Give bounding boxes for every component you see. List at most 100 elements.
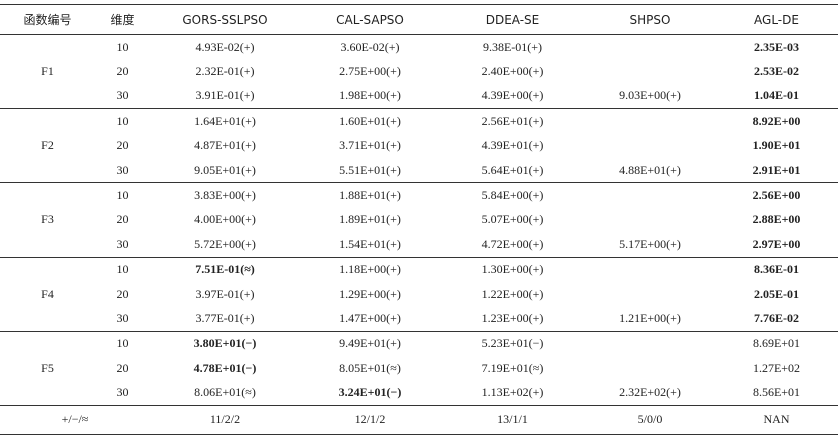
value-cell: 3.91E-01(+) (150, 83, 300, 110)
value-cell: 5.17E+00(+) (585, 232, 715, 258)
dimension-cell: 30 (95, 380, 150, 406)
data-row: F5 10 3.80E+01(−) 9.49E+01(+) 5.23E+01(−) 8.6… (0, 331, 838, 406)
data-row: 30 5.72E+00(+) 1.54E+01(+) 4.72E+00(+) 5.17E… (0, 232, 838, 258)
value-cell: 3.80E+01(−) (193, 336, 257, 351)
header-cell: 维度 (95, 4, 150, 35)
dimension-cell: 10 (116, 262, 129, 277)
value-cell: 2.32E-01(+) (195, 64, 255, 79)
data-row: 30 3.77E-01(+) 1.47E+00(+) 1.23E+00(+) 1.21E… (0, 306, 838, 332)
data-row: 20 4.87E+01(+) 3.71E+01(+) 4.39E+01(+) 1.90E… (0, 134, 838, 158)
value-cell: 4.72E+00(+) (440, 232, 585, 258)
dimension-cell: 20 (116, 286, 129, 301)
value-cell: 4.39E+00(+) (440, 83, 585, 110)
results-table: 函数编号 维度 GORS-SSLPSO CAL-SAPSO DDEA-SE SHPSO AG… (0, 4, 838, 435)
value-cell: 3.77E-01(+) (150, 306, 300, 332)
value-cell (585, 208, 715, 232)
value-cell: 1.88E+01(+) (339, 188, 401, 203)
value-cell: 2.88E+00 (752, 212, 801, 227)
value-cell (585, 134, 715, 158)
dimension-cell: 30 (95, 232, 150, 258)
function-cell: F5 (0, 331, 95, 406)
value-cell: 1.13E+02(+) (440, 380, 585, 406)
value-cell: 5.07E+00(+) (481, 212, 544, 227)
value-cell: 4.87E+01(+) (194, 138, 256, 153)
value-cell: 1.90E+01 (752, 138, 801, 153)
value-cell: 2.40E+00(+) (481, 64, 544, 79)
value-cell: 8.56E+01 (715, 380, 838, 406)
data-row: 30 9.05E+01(+) 5.51E+01(+) 5.64E+01(+) 4.88E… (0, 157, 838, 184)
dimension-cell: 10 (116, 336, 129, 351)
header-cell: AGL-DE (715, 4, 838, 35)
data-row: F4 10 7.51E-01(≈) 1.18E+00(+) 1.30E+00(+) 8.3… (0, 257, 838, 332)
dimension-cell: 30 (95, 157, 150, 184)
value-cell: 1.22E+00(+) (481, 286, 544, 301)
value-cell: 2.56E+01(+) (481, 113, 544, 128)
value-cell (585, 282, 715, 306)
value-cell: 8.92E+00 (752, 113, 801, 128)
data-row: 30 8.06E+01(≈) 3.24E+01(−) 1.13E+02(+) 2.32E… (0, 380, 838, 406)
value-cell: 3.60E-02(+) (340, 39, 400, 54)
value-cell: 4.39E+01(+) (481, 138, 544, 153)
dimension-cell: 20 (116, 212, 129, 227)
value-cell: 5.23E+01(−) (481, 336, 544, 351)
value-cell: 3.71E+01(+) (339, 138, 401, 153)
value-cell: 5.84E+00(+) (481, 188, 544, 203)
dimension-cell: 10 (116, 113, 129, 128)
value-cell: 1.30E+00(+) (481, 262, 544, 277)
data-row: F1 10 4.93E-02(+) 3.60E-02(+) 9.38E-01(+) 2.3… (0, 34, 838, 110)
header-cell: GORS-SSLPSO (150, 4, 300, 35)
value-cell: 1.64E+01(+) (194, 113, 256, 128)
value-cell: 4.93E-02(+) (195, 39, 255, 54)
data-row: 30 3.91E-01(+) 1.98E+00(+) 4.39E+00(+) 9.03E… (0, 83, 838, 110)
value-cell: 8.05E+01(≈) (339, 360, 401, 375)
value-cell: 1.54E+01(+) (300, 232, 440, 258)
header-cell: 函数编号 (0, 4, 95, 35)
function-cell: F4 (0, 257, 95, 332)
value-cell: 2.97E+00 (715, 232, 838, 258)
function-cell: F3 (0, 182, 95, 258)
value-cell: 2.05E-01 (754, 286, 799, 301)
value-cell: 2.56E+00 (752, 188, 801, 203)
data-row: 20 3.97E-01(+) 1.29E+00(+) 1.22E+00(+) 2.05E… (0, 282, 838, 306)
value-cell (585, 183, 715, 208)
value-cell: 1.47E+00(+) (300, 306, 440, 332)
value-cell: 9.05E+01(+) (150, 157, 300, 184)
value-cell: 1.18E+00(+) (339, 262, 401, 277)
data-row: 20 4.78E+01(−) 8.05E+01(≈) 7.19E+01(≈) 1.27E… (0, 356, 838, 380)
value-cell (585, 109, 715, 134)
value-cell (585, 331, 715, 356)
value-cell: 7.19E+01(≈) (481, 360, 544, 375)
summary-row: +/−/≈ 11/2/2 12/1/2 13/1/1 5/0/0 NAN (0, 405, 838, 435)
value-cell: 1.98E+00(+) (300, 83, 440, 110)
value-cell: 9.38E-01(+) (482, 39, 543, 54)
summary-cell: 5/0/0 (585, 405, 715, 435)
header-cell: SHPSO (585, 4, 715, 35)
value-cell: 2.91E+01 (715, 157, 838, 184)
table-body: F1 10 4.93E-02(+) 3.60E-02(+) 9.38E-01(+) 2.3… (0, 34, 838, 435)
value-cell: 8.06E+01(≈) (150, 380, 300, 406)
value-cell: 8.69E+01 (752, 336, 801, 351)
dimension-cell: 30 (95, 83, 150, 110)
summary-cell: 12/1/2 (300, 405, 440, 435)
value-cell: 5.72E+00(+) (150, 232, 300, 258)
value-cell: 5.51E+01(+) (300, 157, 440, 184)
value-cell (585, 59, 715, 83)
dimension-cell: 20 (116, 360, 129, 375)
summary-cell: 13/1/1 (440, 405, 585, 435)
value-cell: 3.83E+00(+) (194, 188, 256, 203)
value-cell (585, 356, 715, 380)
dimension-cell: 20 (116, 138, 129, 153)
summary-cell: 11/2/2 (150, 405, 300, 435)
value-cell: 1.27E+02 (752, 360, 801, 375)
value-cell: 5.64E+01(+) (440, 157, 585, 184)
value-cell: 4.88E+01(+) (585, 157, 715, 184)
value-cell: 2.32E+02(+) (585, 380, 715, 406)
data-row: 20 2.32E-01(+) 2.75E+00(+) 2.40E+00(+) 2.53E… (0, 59, 838, 83)
dimension-cell: 10 (116, 39, 129, 54)
function-cell: F2 (0, 108, 95, 184)
value-cell: 2.35E-03 (754, 39, 799, 54)
value-cell: 7.76E-02 (715, 306, 838, 332)
value-cell: 4.00E+00(+) (194, 212, 256, 227)
value-cell: 1.21E+00(+) (585, 306, 715, 332)
dimension-cell: 10 (116, 188, 129, 203)
